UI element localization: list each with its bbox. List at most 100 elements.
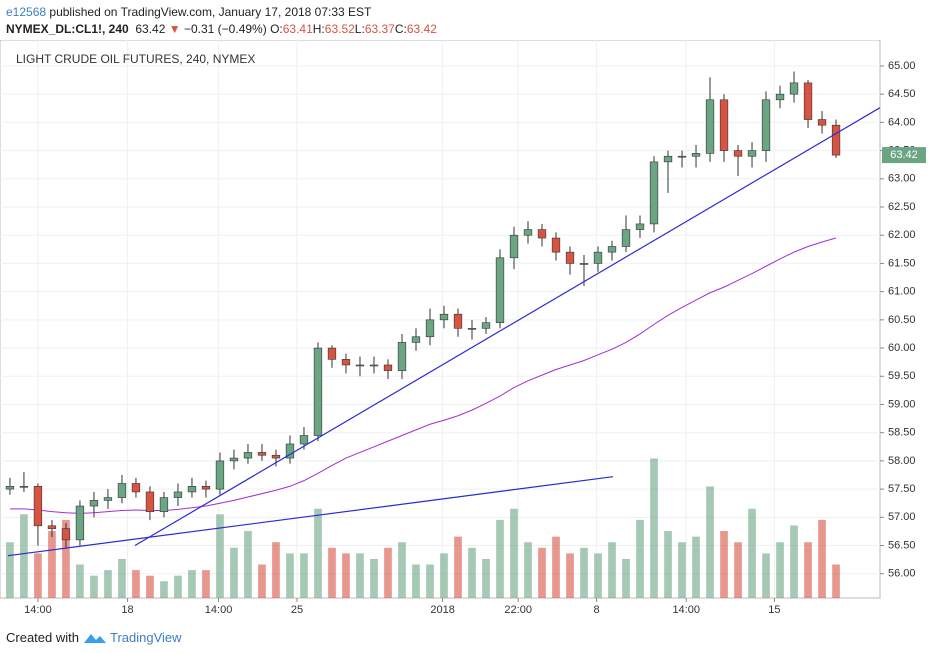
candle-body	[733, 150, 743, 157]
volume-bar	[426, 564, 434, 598]
volume-bar	[272, 542, 280, 598]
candle-body	[117, 483, 127, 498]
x-tick-label: 14:00	[672, 604, 700, 616]
x-tick-label: 18	[121, 604, 133, 616]
published: published on TradingView.com, January 17…	[49, 5, 372, 19]
candle-body	[159, 497, 169, 512]
last: 63.42	[135, 22, 166, 36]
quote-label: L:	[354, 22, 365, 36]
trendline	[7, 476, 614, 557]
y-tick-label: 65.00	[888, 60, 916, 72]
candle-body	[299, 435, 309, 445]
volume-bar	[706, 486, 714, 598]
volume-bar	[650, 458, 658, 598]
y-tick-label: 58.50	[888, 427, 916, 439]
publish-line: e12568 published on TradingView.com, Jan…	[6, 4, 437, 21]
candle-body	[579, 263, 589, 265]
candle-body	[705, 99, 715, 154]
volume-bar	[300, 553, 308, 598]
quotes: O:63.41H:63.52L:63.37C:63.42	[270, 22, 437, 36]
candle-body	[397, 342, 407, 371]
chart: LIGHT CRUDE OIL FUTURES, 240, NYMEX 56.0…	[0, 40, 926, 616]
y-tick-label: 64.50	[888, 88, 916, 100]
volume-bar	[440, 553, 448, 598]
volume-bar	[202, 570, 210, 598]
y-tick-label: 61.50	[888, 257, 916, 269]
volume-bar	[328, 547, 336, 598]
volume-bar	[832, 564, 840, 598]
candle-body	[229, 457, 239, 462]
volume-bar	[608, 542, 616, 598]
candle-body	[257, 452, 267, 456]
author[interactable]: e12568	[6, 5, 47, 19]
x-tick-label: 8	[594, 604, 600, 616]
candle-body	[537, 229, 547, 239]
y-tick-label: 56.00	[888, 568, 916, 580]
candle-body	[89, 500, 99, 507]
candle-body	[341, 359, 351, 366]
volume-bar	[104, 570, 112, 598]
x-tick-label: 2018	[430, 604, 454, 616]
y-tick-label: 63.00	[888, 173, 916, 185]
candle-body	[47, 525, 57, 529]
candle-body	[243, 452, 253, 459]
volume-bar	[76, 564, 84, 598]
candle-body	[551, 237, 561, 253]
volume-bar	[734, 542, 742, 598]
volume-bar	[216, 514, 224, 598]
y-tick-label: 62.50	[888, 201, 916, 213]
x-tick-label: 22:00	[504, 604, 532, 616]
volume-bar	[818, 519, 826, 598]
volume-bar	[664, 531, 672, 598]
candle-body	[103, 497, 113, 501]
volume-bar	[230, 547, 238, 598]
y-tick-label: 57.00	[888, 511, 916, 523]
volume-bar	[314, 508, 322, 598]
y-tick-label: 61.00	[888, 286, 916, 298]
volume-bar	[342, 553, 350, 598]
volume-bar	[370, 558, 378, 598]
candle-body	[775, 93, 785, 101]
candle-body	[33, 485, 43, 527]
candle-body	[719, 99, 729, 151]
volume-bar	[146, 575, 154, 598]
header: e12568 published on TradingView.com, Jan…	[6, 4, 437, 38]
candle-body	[285, 443, 295, 459]
volume-bar	[384, 547, 392, 598]
volume-bar	[132, 570, 140, 598]
y-tick-label: 62.00	[888, 229, 916, 241]
candle-body	[383, 364, 393, 371]
quote-line: NYMEX_DL:CL1!, 240 63.42 ▼ −0.31 (−0.49%…	[6, 21, 437, 38]
quote-value: 63.42	[406, 22, 437, 36]
footer: Created with TradingView	[6, 628, 182, 645]
volume-bar	[244, 531, 252, 598]
candle-body	[817, 119, 827, 126]
candle-body	[131, 483, 141, 493]
volume-bar	[636, 519, 644, 598]
quote-label: C:	[394, 22, 407, 36]
volume-bar	[678, 542, 686, 598]
symbol: NYMEX_DL:CL1!, 240	[6, 22, 129, 36]
candle-body	[5, 485, 15, 490]
volume-bar	[594, 553, 602, 598]
candle-body	[145, 491, 155, 512]
candle-body	[439, 313, 449, 321]
volume-bar	[720, 531, 728, 598]
logo	[83, 634, 106, 643]
volume-bar	[552, 536, 560, 598]
volume-bar	[34, 553, 42, 598]
candle-body	[313, 347, 323, 436]
quote-label: O:	[270, 22, 283, 36]
candle-body	[61, 528, 71, 541]
y-tick-label: 58.00	[888, 455, 916, 467]
candle-body	[621, 229, 631, 247]
candle-body	[663, 155, 673, 163]
candle-body	[803, 82, 813, 120]
candle-body	[467, 328, 477, 330]
volume-bar	[62, 519, 70, 598]
volume-bar	[622, 558, 630, 598]
candle-body	[593, 251, 603, 264]
volume-bar	[48, 531, 56, 598]
brand[interactable]: TradingView	[110, 630, 182, 645]
